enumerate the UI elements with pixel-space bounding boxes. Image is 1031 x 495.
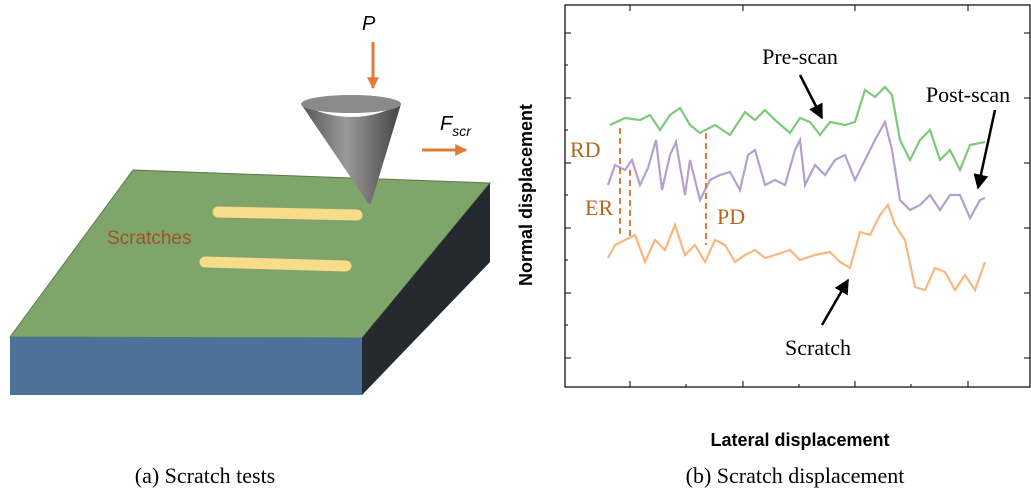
measure-lines (619, 128, 707, 245)
pd-label: PD (717, 204, 745, 229)
scratch-label: Scratch (785, 335, 851, 360)
force-main: F (440, 113, 454, 135)
scratches-label: Scratches (107, 228, 191, 249)
pre-scan-label: Pre-scan (762, 44, 838, 69)
post-scan-label: Post-scan (926, 82, 1010, 107)
load-label: P (362, 13, 376, 35)
caption-b: (b) Scratch displacement (686, 463, 905, 488)
rd-label: RD (570, 137, 601, 162)
indenter (301, 95, 401, 204)
er-label: ER (585, 195, 613, 220)
caption-a: (a) Scratch tests (135, 463, 276, 488)
x-axis-label: Lateral displacement (710, 430, 889, 450)
ticks (565, 5, 1030, 387)
pointer-arrows (798, 74, 997, 326)
curves (606, 85, 987, 293)
plot-frame (564, 4, 1031, 388)
y-axis-label: Normal displacement (516, 104, 536, 286)
scratch-marks (199, 206, 363, 272)
plate (9, 169, 492, 395)
force-sub: scr (452, 123, 472, 139)
force-label: Fscr (440, 113, 472, 139)
